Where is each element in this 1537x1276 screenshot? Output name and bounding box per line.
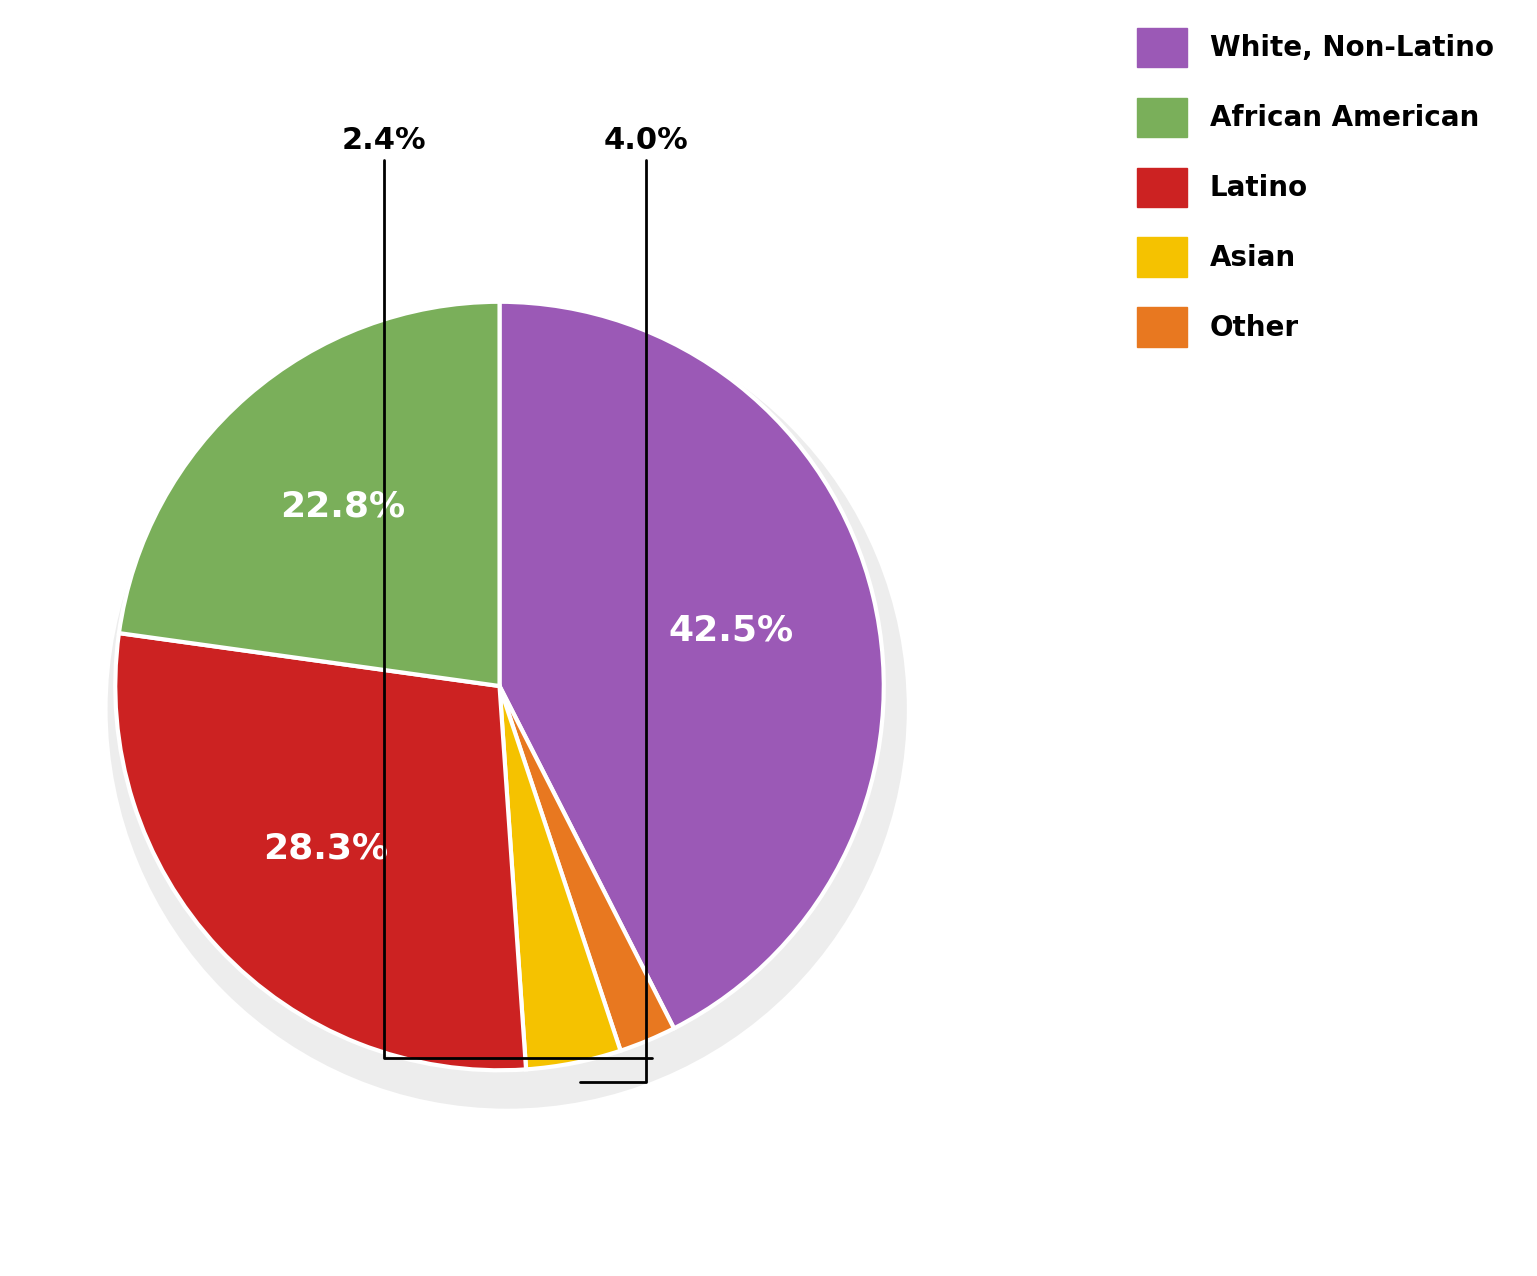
Wedge shape: [118, 302, 500, 686]
Legend: White, Non-Latino, African American, Latino, Asian, Other: White, Non-Latino, African American, Lat…: [1127, 17, 1505, 357]
Wedge shape: [115, 633, 526, 1071]
Text: 42.5%: 42.5%: [669, 614, 793, 647]
Text: 22.8%: 22.8%: [281, 489, 406, 523]
Wedge shape: [500, 686, 673, 1050]
Wedge shape: [500, 302, 884, 1028]
Text: 2.4%: 2.4%: [341, 126, 652, 1058]
Wedge shape: [500, 686, 621, 1069]
Ellipse shape: [108, 310, 907, 1109]
Text: 28.3%: 28.3%: [263, 832, 387, 865]
Text: 4.0%: 4.0%: [581, 126, 689, 1082]
